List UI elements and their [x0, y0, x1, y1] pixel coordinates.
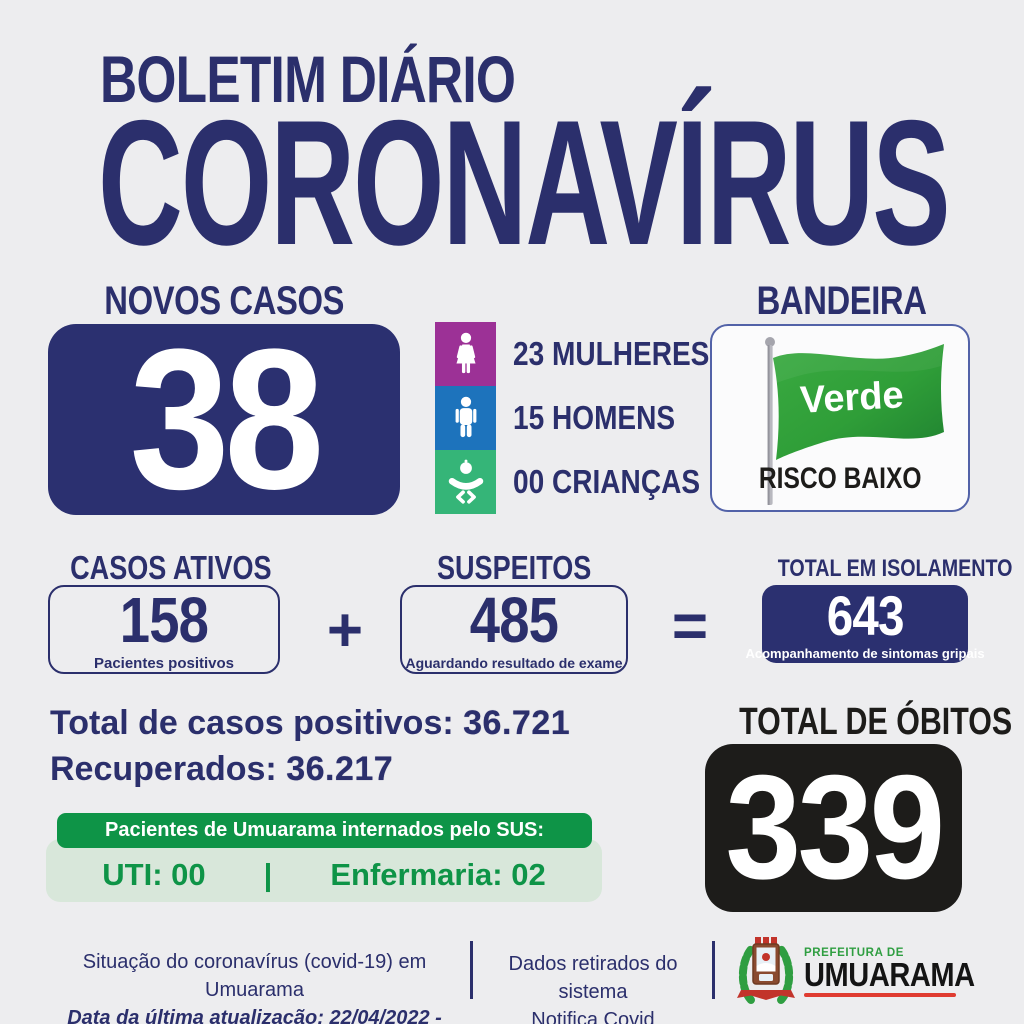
recovered-value: 36.217 [286, 750, 394, 788]
footer-updated-line: Data da última atualização: 22/04/2022 -… [67, 1007, 442, 1024]
new-cases-heading: NOVOS CASOS [104, 279, 344, 323]
sus-separator: | [263, 856, 273, 892]
deaths-heading: TOTAL DE ÓBITOS [739, 701, 1013, 743]
woman-icon [435, 322, 496, 386]
men-row: 15 HOMENS [435, 386, 704, 450]
bulletin-kicker: BOLETIM DIÁRIO [100, 46, 632, 112]
total-positive-value: 36.721 [463, 704, 571, 742]
ward-value: Enfermaria: 02 [330, 856, 546, 892]
sus-values-row: UTI: 00 | Enfermaria: 02 [102, 857, 545, 893]
green-flag-icon: Verde [765, 337, 944, 505]
baby-icon [435, 450, 496, 514]
deaths-value: 339 [725, 745, 945, 910]
recovered-line: Recuperados: 36.217 [50, 752, 393, 786]
active-cases-caption: Pacientes positivos [93, 654, 235, 672]
footer-divider-right [712, 941, 715, 999]
city-logo-pretitle: PREFEITURA DE [804, 947, 905, 959]
suspects-value: 485 [469, 584, 559, 656]
risk-level-label: RISCO BAIXO [758, 462, 922, 495]
page-title: CORONAVÍRUS [98, 92, 1024, 274]
uti-value: UTI: 00 [102, 856, 206, 892]
active-cases-value: 158 [119, 583, 209, 656]
footer-source-line1: Dados retirados do sistema [508, 953, 678, 1003]
suspects-caption: Aguardando resultado de exame [405, 655, 623, 671]
men-count-label: 15 HOMENS [513, 399, 676, 436]
flag-box: Verde RISCO BAIXO [710, 324, 970, 512]
new-cases-box: 38 [48, 319, 400, 519]
total-positive-line: Total de casos positivos: 36.721 [50, 706, 570, 740]
women-count-label: 23 MULHERES [513, 335, 710, 372]
total-positive-label: Total de casos positivos: [50, 704, 464, 742]
footer-source-block: Dados retirados do sistema Notifica Covi… [486, 950, 700, 1024]
bulletin-kicker-text: BOLETIM DIÁRIO [100, 42, 516, 116]
active-cases-heading: CASOS ATIVOS [70, 549, 272, 586]
isolation-caption: Acompanhamento de sintomas gripais [745, 645, 985, 661]
city-logo: PREFEITURA DE UMUARAMA [735, 936, 998, 1008]
sus-hospitalized-heading: Pacientes de Umuarama internados pelo SU… [57, 813, 592, 848]
umuarama-coat-of-arms-icon [737, 937, 795, 1004]
active-cases-box: 158 Pacientes positivos [48, 585, 280, 674]
city-logo-text: PREFEITURA DE UMUARAMA [804, 947, 998, 997]
page-title-text: CORONAVÍRUS [98, 83, 951, 282]
suspects-box: 485 Aguardando resultado de exame [400, 585, 628, 674]
city-logo-underline [804, 993, 956, 997]
isolation-value: 643 [826, 583, 905, 647]
suspects-heading: SUSPEITOS [436, 549, 592, 586]
plus-sign: + [326, 596, 364, 665]
man-icon [435, 386, 496, 450]
isolation-box: 643 Acompanhamento de sintomas gripais [745, 583, 985, 663]
city-logo-name: UMUARAMA [804, 956, 975, 993]
footer-situation-block: Situação do coronavírus (covid-19) em Um… [52, 948, 457, 1024]
equals-sign: = [671, 592, 709, 661]
isolation-heading: TOTAL EM ISOLAMENTO [777, 555, 1013, 582]
new-cases-value: 38 [129, 307, 324, 531]
women-row: 23 MULHERES [435, 322, 744, 386]
children-row: 00 CRIANÇAS [435, 450, 733, 514]
footer-source-line2: Notifica Covid [531, 1009, 655, 1024]
children-count-label: 00 CRIANÇAS [513, 463, 701, 500]
flag-heading: BANDEIRA [757, 279, 927, 323]
footer-situation-line: Situação do coronavírus (covid-19) em Um… [82, 951, 427, 1001]
deaths-box: 339 [705, 744, 962, 912]
sus-hospitalized-panel: UTI: 00 | Enfermaria: 02 [46, 839, 602, 902]
flag-name-text: Verde [799, 374, 905, 421]
footer-divider-left [470, 941, 473, 999]
recovered-label: Recuperados: [50, 750, 287, 788]
